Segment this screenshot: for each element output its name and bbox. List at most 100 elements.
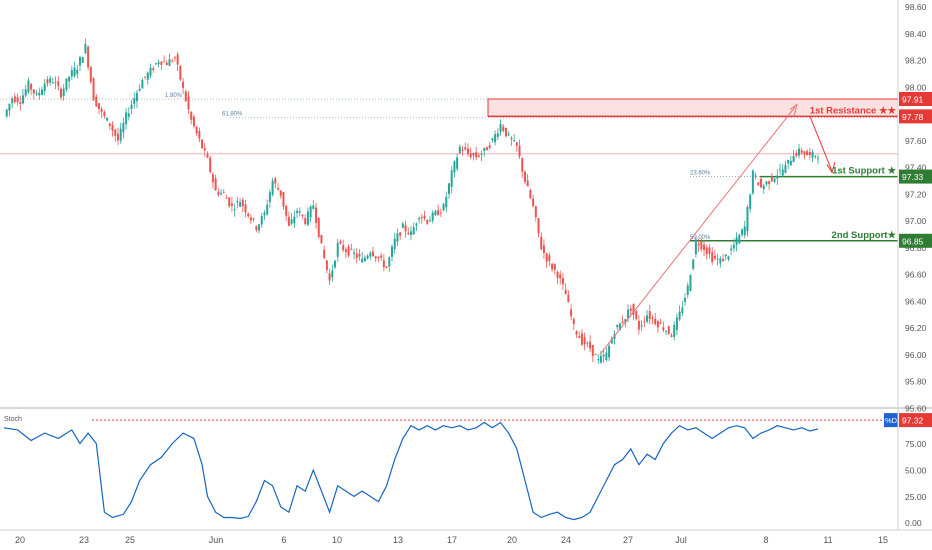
candle-body bbox=[249, 217, 252, 221]
projection-line bbox=[599, 106, 796, 355]
candle-body bbox=[306, 211, 309, 225]
candle-body bbox=[700, 241, 703, 250]
candle-body bbox=[765, 181, 768, 185]
candle-body bbox=[182, 81, 185, 88]
candle-body bbox=[84, 44, 87, 54]
candle-body bbox=[95, 96, 98, 107]
candle-body bbox=[108, 123, 111, 126]
time-tick-label: Jul bbox=[675, 535, 687, 545]
candle-body bbox=[225, 197, 228, 199]
candle-body bbox=[646, 315, 649, 322]
stoch-legend-label: %D bbox=[885, 416, 898, 425]
candle-body bbox=[418, 218, 421, 220]
candle-body bbox=[206, 154, 209, 158]
price-tick-label: 95.60 bbox=[905, 404, 927, 414]
candle-body bbox=[236, 200, 239, 203]
resistance-label: 1st Resistance ★★ bbox=[810, 105, 897, 116]
candle-body bbox=[30, 83, 33, 90]
candle-body bbox=[410, 231, 412, 235]
candle-body bbox=[87, 46, 90, 68]
candle-body bbox=[469, 153, 472, 158]
candle-body bbox=[586, 342, 589, 344]
candle-body bbox=[694, 239, 697, 255]
price-tick-label: 96.20 bbox=[905, 323, 927, 333]
fib-label: 61.80% bbox=[222, 112, 243, 118]
candle-body bbox=[523, 171, 526, 182]
candle-body bbox=[599, 355, 602, 363]
candle-body bbox=[285, 205, 288, 216]
candle-body bbox=[428, 220, 431, 222]
candle-body bbox=[632, 303, 635, 315]
candle-body bbox=[339, 241, 342, 244]
candle-body bbox=[716, 258, 719, 260]
candle-body bbox=[141, 80, 144, 89]
candle-body bbox=[415, 223, 418, 226]
candle-body bbox=[230, 203, 233, 206]
stoch-title: Stoch bbox=[4, 416, 22, 423]
candle-body bbox=[35, 93, 38, 95]
candle-body bbox=[114, 129, 117, 136]
support-1-label: 1st Support ★ bbox=[832, 166, 896, 177]
time-tick-label: 6 bbox=[281, 535, 286, 545]
time-tick-label: 27 bbox=[623, 535, 633, 545]
candle-body bbox=[19, 102, 22, 104]
candle-body bbox=[380, 255, 383, 258]
candle-body bbox=[575, 331, 578, 335]
candle-body bbox=[437, 210, 440, 216]
candle-body bbox=[651, 317, 654, 319]
candle-body bbox=[184, 91, 187, 102]
candle-body bbox=[92, 78, 95, 101]
price-tick-label: 96.60 bbox=[905, 270, 927, 280]
candle-body bbox=[578, 336, 581, 338]
candle-body bbox=[160, 61, 163, 65]
candle-body bbox=[665, 331, 668, 333]
candle-body bbox=[201, 139, 204, 149]
candle-body bbox=[491, 138, 494, 141]
price-badge-96-85-bg bbox=[899, 233, 932, 248]
price-tick-label: 98.60 bbox=[905, 2, 927, 12]
candle-body bbox=[323, 249, 326, 259]
candle-body bbox=[195, 126, 198, 134]
candle-body bbox=[605, 352, 608, 361]
stoch-line bbox=[3, 421, 819, 521]
candle-body bbox=[798, 148, 801, 156]
candle-body bbox=[583, 337, 586, 345]
candle-body bbox=[279, 190, 282, 196]
candle-body bbox=[510, 137, 513, 140]
candle-body bbox=[515, 142, 518, 146]
candle-body bbox=[125, 112, 128, 125]
candle-body bbox=[420, 217, 423, 218]
candle-body bbox=[239, 202, 242, 207]
candle-body bbox=[222, 192, 225, 194]
stoch-legend-bg bbox=[884, 413, 898, 428]
candle-body bbox=[68, 76, 71, 82]
candle-body bbox=[456, 157, 459, 169]
candle-body bbox=[494, 134, 497, 143]
candle-body bbox=[458, 146, 461, 154]
candle-body bbox=[719, 258, 722, 264]
candle-body bbox=[130, 104, 133, 109]
candle-body bbox=[171, 60, 174, 62]
candle-body bbox=[795, 153, 798, 156]
candle-body bbox=[11, 98, 14, 104]
candle-body bbox=[447, 183, 450, 194]
candle-body bbox=[667, 326, 670, 334]
candle-body bbox=[485, 147, 488, 151]
candle-body bbox=[654, 318, 657, 324]
candle-body bbox=[811, 151, 814, 158]
candle-body bbox=[122, 122, 125, 133]
price-badge-97-78-bg bbox=[899, 109, 932, 124]
candle-body bbox=[293, 216, 296, 224]
candle-body bbox=[480, 153, 483, 155]
candle-body bbox=[287, 216, 290, 226]
candle-body bbox=[529, 190, 532, 199]
time-tick-label: 15 bbox=[878, 535, 888, 545]
candle-body bbox=[553, 264, 556, 270]
candle-body bbox=[629, 308, 632, 311]
annotations: 1st Resistance ★★ 1st Support ★ 2nd Suppor… bbox=[599, 91, 932, 428]
candle-body bbox=[803, 151, 806, 155]
candle-body bbox=[564, 289, 567, 295]
candle-body bbox=[274, 178, 277, 184]
candle-body bbox=[211, 174, 214, 183]
candle-body bbox=[784, 165, 787, 173]
